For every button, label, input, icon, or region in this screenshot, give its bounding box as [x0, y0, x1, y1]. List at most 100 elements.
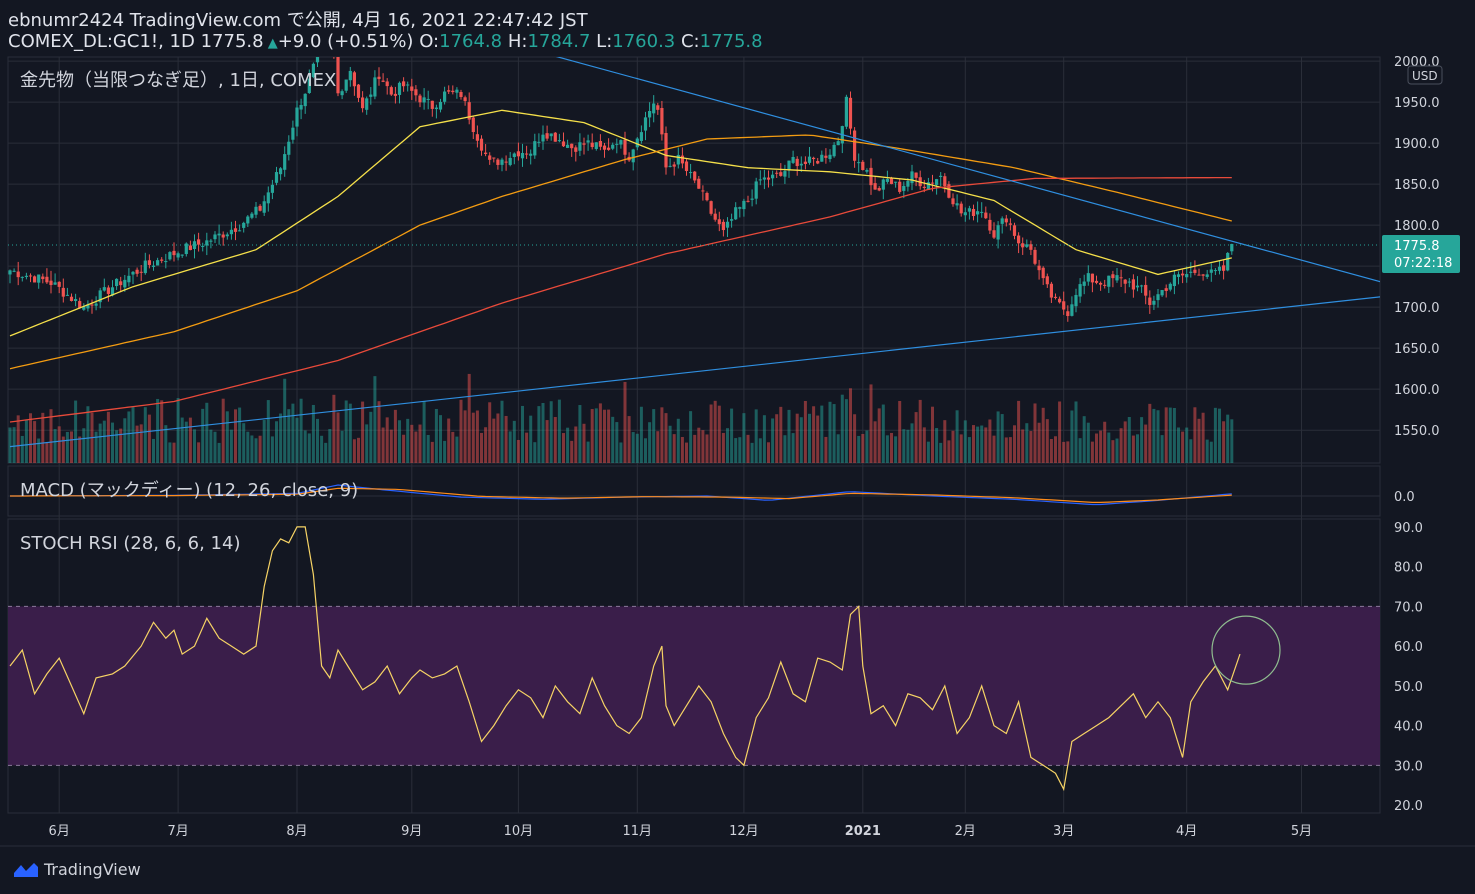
candle-body [959, 203, 963, 214]
triangle-up-icon: ▲ [263, 36, 278, 51]
volume-bar [615, 422, 619, 463]
candle-body [328, 13, 331, 25]
candle-body [82, 306, 86, 310]
volume-bar [1201, 412, 1205, 463]
candle-body [156, 260, 160, 266]
candle-body [672, 164, 676, 167]
candle-body [184, 243, 188, 255]
volume-bar [1177, 427, 1180, 463]
volume-bar [258, 435, 262, 463]
volume-bar [389, 429, 393, 463]
volume-bar [902, 429, 906, 463]
volume-bar [33, 421, 37, 463]
volume-bar [1037, 422, 1041, 463]
macd-axis-label: 0.0 [1394, 490, 1415, 505]
volume-bar [869, 384, 873, 463]
volume-bar [828, 401, 832, 463]
stoch-axis-label: 80.0 [1394, 561, 1423, 576]
candle-body [488, 155, 492, 160]
stoch-title: STOCH RSI (28, 6, 6, 14) [20, 533, 240, 554]
candle-body [1213, 270, 1217, 272]
candle-body [779, 172, 783, 176]
volume-bar [188, 417, 192, 463]
volume-bar [443, 440, 447, 463]
volume-bar [115, 430, 119, 463]
symbol-info: COMEX_DL:GC1!, 1D 1775.8 [8, 31, 264, 52]
volume-bar [246, 431, 250, 463]
candle-body [684, 161, 689, 172]
candle-body [307, 78, 311, 94]
volume-bar [1004, 437, 1008, 463]
volume-bar [1041, 407, 1045, 463]
volume-bar [24, 419, 28, 463]
candle-body [689, 172, 693, 174]
candle-body [438, 101, 443, 110]
candle-body [1131, 279, 1135, 290]
volume-bar [147, 414, 151, 463]
candle-body [771, 174, 775, 179]
candle-body [164, 261, 168, 263]
candle-body [742, 200, 746, 210]
volume-bar [914, 412, 918, 463]
candle-body [906, 180, 910, 187]
stoch-axis-label: 50.0 [1394, 680, 1423, 695]
volume-bar [918, 399, 922, 463]
candle-body [652, 103, 656, 114]
volume-bar [963, 420, 967, 463]
candle-body [697, 178, 701, 189]
volume-bar [291, 403, 295, 463]
trendline [9, 296, 1380, 448]
volume-bar [45, 442, 49, 463]
candle-body [139, 271, 143, 273]
candle-body [33, 276, 37, 283]
volume-bar [53, 429, 57, 463]
candle-body [533, 141, 537, 156]
volume-bar [393, 409, 397, 463]
volume-bar [37, 438, 41, 463]
volume-bar [1045, 419, 1049, 463]
volume-bar [894, 436, 898, 463]
volume-bar [229, 429, 233, 463]
macd-panel [7, 465, 1381, 517]
volume-bar [365, 424, 369, 463]
volume-bar [459, 399, 463, 463]
candle-body [996, 225, 1000, 240]
volume-bar [922, 427, 926, 463]
tradingview-brand[interactable]: TradingView [12, 860, 141, 879]
volume-bar [373, 376, 377, 463]
volume-bar [730, 408, 734, 463]
last-price-badge [1382, 234, 1460, 273]
candle-body [1123, 279, 1127, 284]
volume-bar [168, 442, 172, 463]
candle-body [1049, 283, 1053, 298]
candle-body [1172, 274, 1176, 287]
volume-bar [316, 418, 319, 463]
volume-bar [1017, 400, 1021, 463]
volume-bar [82, 428, 86, 463]
candle-body [1058, 298, 1062, 303]
candle-body [766, 177, 771, 180]
candle-body [910, 171, 914, 184]
candle-body [311, 63, 315, 78]
candle-body [561, 141, 566, 147]
candle-body [447, 90, 451, 92]
volume-bar [590, 409, 594, 463]
volume-bar [685, 442, 688, 463]
candle-body [459, 91, 463, 98]
candle-body [877, 188, 881, 191]
candle-body [545, 133, 549, 139]
volume-bar [1168, 407, 1172, 463]
time-axis-label: 8月 [286, 824, 307, 839]
volume-bar [726, 428, 729, 463]
candle-body [1029, 244, 1033, 250]
volume-bar [283, 378, 287, 463]
candle-body [197, 239, 201, 245]
candle-body [635, 138, 639, 148]
volume-bar [1021, 429, 1025, 463]
volume-bar [890, 432, 893, 463]
candle-body [619, 140, 623, 145]
candle-body [205, 240, 209, 246]
volume-bar [709, 404, 713, 463]
volume-bar [861, 433, 865, 463]
